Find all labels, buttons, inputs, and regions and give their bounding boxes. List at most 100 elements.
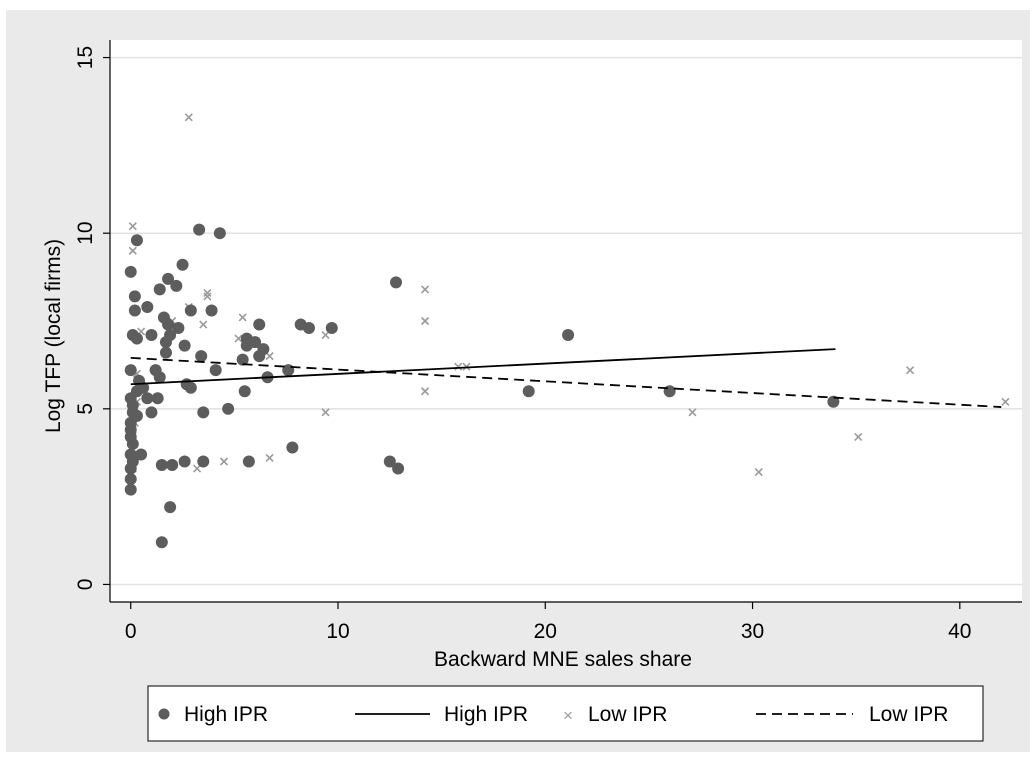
high-ipr-point — [663, 385, 676, 398]
y-tick-label: 5 — [74, 403, 97, 415]
high-ipr-point — [126, 437, 139, 450]
low-ipr-point — [203, 288, 212, 297]
high-ipr-point — [128, 290, 141, 303]
low-ipr-point-stroke — [454, 362, 463, 371]
high-ipr-point — [155, 459, 168, 472]
x-tick-label: 30 — [741, 620, 764, 643]
high-ipr-point — [302, 322, 315, 335]
high-ipr-point — [827, 395, 840, 408]
high-ipr-point — [286, 441, 299, 454]
low-ipr-point-stroke — [265, 352, 274, 361]
low-ipr-point — [238, 313, 247, 322]
low-ipr-point — [854, 432, 863, 441]
high-ipr-fit-line — [130, 348, 836, 386]
high-ipr-point — [236, 353, 249, 366]
high-ipr-point — [124, 473, 137, 486]
high-ipr-point — [141, 300, 154, 313]
low-ipr-point-stroke — [754, 467, 763, 477]
high-ipr-point — [238, 385, 251, 398]
high-ipr-point — [124, 462, 137, 475]
low-ipr-point — [199, 320, 208, 329]
low-ipr-point-stroke — [199, 320, 208, 329]
low-ipr-point-stroke — [420, 387, 430, 396]
low-ipr-point — [184, 113, 193, 122]
high-ipr-point — [178, 339, 191, 352]
low-ipr-point — [192, 464, 202, 473]
low-ipr-point-stroke — [132, 369, 142, 378]
high-ipr-point — [257, 343, 270, 356]
low-ipr-point-stroke — [321, 330, 330, 340]
high-ipr-point — [130, 234, 143, 247]
high-ipr-point — [145, 406, 158, 419]
high-ipr-point — [166, 459, 179, 472]
high-ipr-point — [197, 455, 210, 468]
x-tick-label: 10 — [326, 620, 349, 643]
low-ipr-point — [321, 408, 330, 417]
low-ipr-point — [128, 246, 137, 255]
high-ipr-point — [522, 385, 535, 398]
x-axis-ticks: 0 10 20 30 40 — [125, 602, 971, 643]
high-ipr-point — [193, 223, 206, 236]
low-ipr-point — [454, 362, 463, 371]
low-ipr-point-stroke — [128, 246, 137, 255]
high-ipr-point — [562, 329, 575, 342]
high-ipr-point — [195, 350, 208, 363]
low-ipr-point — [128, 222, 137, 231]
high-ipr-point — [392, 462, 405, 475]
legend: High IPR High IPR × Low IPR Low IPR — [147, 685, 984, 742]
low-ipr-point — [420, 387, 430, 396]
legend-label-high-ipr-points: High IPR — [184, 703, 268, 726]
high-ipr-point — [124, 483, 137, 496]
low-ipr-point-stroke — [203, 288, 212, 297]
low-ipr-point — [754, 467, 763, 477]
low-ipr-point-stroke — [238, 313, 247, 322]
high-ipr-point — [213, 227, 226, 240]
low-ipr-point-stroke — [420, 285, 430, 294]
low-ipr-point-stroke — [1001, 397, 1010, 406]
high-ipr-point — [135, 448, 148, 461]
low-ipr-point-stroke — [906, 366, 915, 375]
legend-x-marker: × — [563, 706, 573, 725]
high-ipr-point — [153, 371, 166, 384]
low-ipr-point-stroke — [234, 334, 243, 343]
legend-label-low-ipr-fit: Low IPR — [869, 703, 948, 726]
low-ipr-point-stroke — [854, 432, 863, 441]
low-ipr-point-stroke — [688, 408, 697, 417]
high-ipr-point — [383, 455, 396, 468]
high-ipr-point — [197, 406, 210, 419]
low-ipr-point — [219, 457, 229, 466]
high-ipr-point — [249, 336, 262, 349]
low-ipr-point-stroke — [265, 453, 274, 463]
high-ipr-point — [124, 265, 137, 278]
y-tick-label: 10 — [74, 222, 97, 245]
high-ipr-point — [137, 381, 150, 394]
low-ipr-point — [265, 453, 274, 463]
high-ipr-point — [253, 318, 266, 331]
high-ipr-point — [162, 318, 175, 331]
high-ipr-point — [130, 409, 143, 422]
high-ipr-point — [325, 322, 338, 335]
high-ipr-point — [141, 392, 154, 405]
high-ipr-point — [151, 392, 164, 405]
high-ipr-point — [170, 279, 183, 292]
y-axis-label: Log TFP (local firms) — [42, 239, 65, 433]
high-ipr-point — [164, 501, 177, 514]
low-ipr-point-stroke — [420, 316, 430, 326]
high-ipr-point — [184, 304, 197, 317]
low-ipr-point-stroke — [321, 408, 330, 417]
low-ipr-point-stroke — [184, 113, 193, 122]
high-ipr-point — [159, 346, 172, 359]
high-ipr-point — [242, 455, 255, 468]
high-ipr-point — [155, 536, 168, 549]
legend-label-high-ipr-fit: High IPR — [444, 703, 528, 726]
low-ipr-point-stroke — [219, 457, 229, 466]
x-axis-label: Backward MNE sales share — [434, 648, 692, 671]
high-ipr-point — [162, 272, 175, 285]
high-ipr-point — [184, 381, 197, 394]
low-ipr-fit-line — [130, 356, 1002, 408]
high-ipr-point — [209, 364, 222, 377]
high-ipr-point — [164, 329, 177, 342]
high-ipr-point — [178, 455, 191, 468]
high-ipr-point — [176, 258, 189, 271]
